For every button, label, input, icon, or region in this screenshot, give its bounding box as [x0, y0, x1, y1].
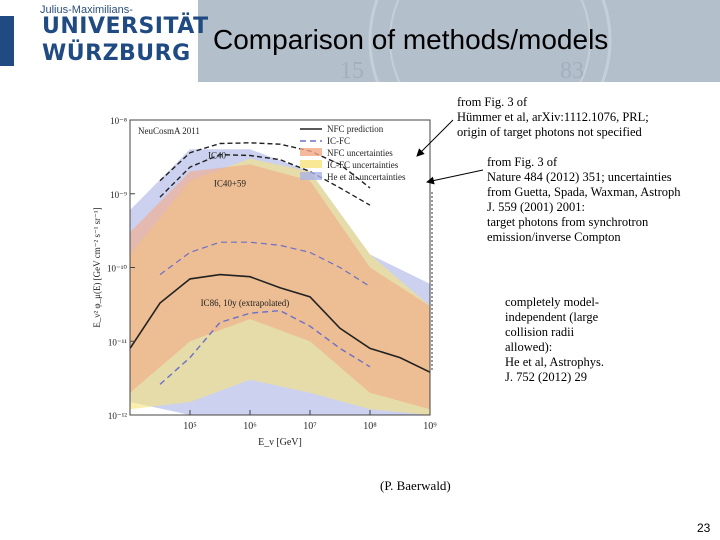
series-line-ic86-10y-extrapolated-: [159, 241, 371, 288]
y-tick-label: 10⁻⁹: [110, 190, 127, 200]
annotation-line: from Fig. 3 of: [457, 95, 528, 109]
annotation-line: target photons from synchrotron: [487, 215, 649, 229]
annotation-line: completely model-: [505, 295, 600, 309]
series-line-ic-fc: [159, 309, 371, 385]
x-tick-label: 10⁷: [303, 421, 317, 432]
logo-subtitle: Julius-Maximilians-: [40, 4, 133, 16]
annotation-line: Hümmer et al, arXiv:1112.1076, PRL;: [457, 110, 649, 124]
legend-swatch: [300, 148, 322, 156]
credit-text: (P. Baerwald): [380, 478, 451, 493]
seal-watermark: 15 83: [340, 0, 612, 82]
annotation-line: collision radii: [505, 325, 575, 339]
annotation-line: J. 752 (2012) 29: [505, 370, 587, 384]
legend-entry: NFC uncertainties: [327, 148, 393, 158]
annotation-note-2: from Fig. 3 of Nature 484 (2012) 351; unc…: [487, 155, 681, 245]
slide-title: Comparison of methods/models: [213, 24, 609, 55]
page-number: 23: [697, 521, 711, 535]
inset-label: NeuCosmA 2011: [138, 126, 200, 136]
legend-entry: He et al. uncertainties: [327, 172, 406, 182]
annotation-note-1: from Fig. 3 of Hümmer et al, arXiv:1112.1…: [457, 95, 649, 140]
x-tick-label: 10⁸: [363, 421, 377, 432]
legend-swatch: [300, 160, 322, 168]
legend-entry: NFC prediction: [327, 124, 384, 134]
series-line-ic40-59: [159, 153, 371, 206]
curve-annotation: IC40: [208, 150, 227, 160]
annotation-line: J. 559 (2001) 2001:: [487, 200, 585, 214]
legend-entry: IC-FC uncertainties: [327, 160, 399, 170]
y-tick-label: 10⁻¹⁰: [107, 264, 127, 274]
seal-number: 83: [560, 58, 584, 82]
x-axis-label: E_ν [GeV]: [258, 437, 302, 448]
seal-number: 15: [340, 58, 364, 82]
y-tick-label: 10⁻⁸: [110, 116, 127, 126]
annotation-note-3: completely model-independent (large colli…: [505, 295, 604, 385]
flux-chart: 10⁵ 10⁶ 10⁷ 10⁸ 10⁹ 10⁻⁸ 10⁻⁹ 10⁻¹⁰ 10⁻¹¹ 10⁻¹² N…: [92, 116, 437, 448]
annotation-line: origin of target photons not specified: [457, 125, 642, 139]
curve-annotation: IC86, 10y (extrapolated): [201, 298, 290, 308]
annotation-line: emission/inverse Compton: [487, 230, 621, 244]
x-tick-label: 10⁹: [423, 421, 437, 432]
curve-annotation: IC40+59: [214, 179, 247, 189]
university-logo[interactable]: Julius-Maximilians- UNIVERSITÄT WÜRZBURG: [0, 0, 208, 82]
annotation-line: Nature 484 (2012) 351; uncertainties: [487, 170, 672, 184]
y-tick-label: 10⁻¹²: [108, 411, 127, 421]
legend-swatch: [300, 172, 322, 180]
annotation-line: from Fig. 3 of: [487, 155, 558, 169]
annotation-line: independent (large: [505, 310, 599, 324]
x-tick-label: 10⁶: [243, 421, 257, 432]
x-tick-label: 10⁵: [183, 421, 197, 432]
annotation-line: He et al, Astrophys.: [505, 355, 604, 369]
annotation-line: allowed):: [505, 340, 553, 354]
logo-line-1: UNIVERSITÄT: [42, 14, 209, 39]
y-axis-label: E_ν² φ_μ(E) [GeV cm⁻² s⁻¹ sr⁻¹]: [92, 207, 102, 327]
logo-line-2: WÜRZBURG: [42, 41, 191, 66]
annotation-line: from Guetta, Spada, Waxman, Astroph: [487, 185, 681, 199]
y-tick-label: 10⁻¹¹: [108, 337, 127, 347]
logo-bar: [0, 16, 14, 66]
legend-entry: IC-FC: [327, 136, 350, 146]
series-line-nfc-prediction: [129, 273, 431, 373]
band-nfc-uncertainties: [130, 164, 430, 410]
